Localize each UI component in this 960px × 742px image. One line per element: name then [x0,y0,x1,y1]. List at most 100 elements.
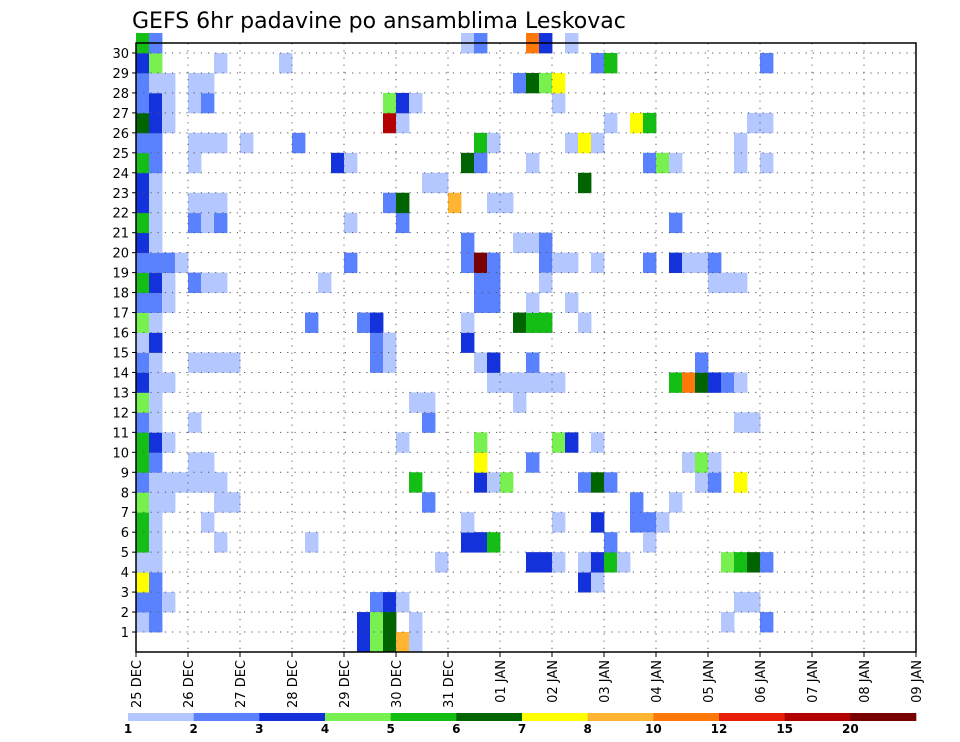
heatmap-cell [526,452,540,473]
heatmap-cell [136,172,150,194]
heatmap-cell [149,92,163,114]
heatmap-cell [188,132,202,154]
heatmap-cell [526,152,540,174]
heatmap-cell [721,272,735,293]
heatmap-cell [149,72,163,94]
heatmap-cell [370,612,384,633]
heatmap-cell [461,232,475,254]
heatmap-cell [136,152,150,174]
heatmap-cell [214,532,228,553]
heatmap-cell [383,112,397,134]
heatmap-cell [149,212,163,234]
y-tick-label: 17 [112,307,129,322]
heatmap-cell [136,352,150,373]
heatmap-cell [370,352,384,373]
heatmap-cell [279,52,293,74]
heatmap-cell [162,92,176,114]
heatmap-cell [643,112,657,134]
legend-label: 7 [518,722,526,736]
x-tick-label: 04 JAN [650,660,665,703]
heatmap-cell [136,132,150,154]
x-tick-label: 26 DEC [182,660,197,708]
heatmap-cell [578,472,592,493]
heatmap-cell [188,412,202,433]
heatmap-cell [383,592,397,613]
heatmap-cell [487,272,501,293]
heatmap-cell [578,132,592,154]
heatmap-cell [344,252,358,274]
heatmap-cell [708,252,722,274]
heatmap-cell [149,552,163,573]
heatmap-cell [474,152,488,174]
heatmap-cell [487,132,501,154]
heatmap-cell [149,492,163,513]
heatmap-cell [396,92,410,114]
heatmap-cell [695,472,709,493]
heatmap-cell [539,232,553,254]
heatmap-cell [162,72,176,94]
heatmap-cell [149,132,163,154]
heatmap-cell [162,272,176,293]
heatmap-cell [474,272,488,293]
heatmap-cell [136,212,150,234]
x-tick-label: 03 JAN [598,660,613,703]
y-tick-label: 18 [112,287,129,302]
heatmap-cell [760,612,774,633]
x-tick-label: 30 DEC [390,660,405,708]
y-tick-label: 4 [121,566,129,581]
legend-swatch [653,713,720,721]
heatmap-cell [578,552,592,573]
heatmap-cell [565,132,579,154]
y-tick-label: 7 [121,506,129,521]
heatmap-cell [461,312,475,333]
heatmap-cell [474,472,488,493]
legend-swatch [259,713,326,721]
legend-swatch [850,713,917,721]
heatmap-cell [149,112,163,134]
heatmap-cell [396,632,410,653]
y-tick-label: 19 [112,267,129,282]
heatmap-cell [162,472,176,493]
heatmap-cell [136,232,150,254]
heatmap-cell [552,432,566,453]
heatmap-cell [656,512,670,533]
heatmap-cell [526,232,540,254]
legend-swatch [390,713,457,721]
heatmap-cell [643,512,657,533]
x-tick-label: 28 DEC [286,660,301,708]
heatmap-cell [734,552,748,573]
heatmap-cell [461,152,475,174]
heatmap-cell [357,612,371,633]
heatmap-cell [136,272,150,293]
heatmap-cell [591,52,605,74]
heatmap-cell [513,372,527,393]
heatmap-cell [305,532,319,553]
heatmap-cell [149,152,163,174]
legend-swatch [193,713,260,721]
heatmap-cell [162,292,176,313]
heatmap-cell [500,372,514,393]
heatmap-cell [552,92,566,114]
heatmap-cell [630,492,644,513]
heatmap-cell [214,192,228,214]
heatmap-cell [474,292,488,313]
legend-label: 2 [189,722,197,736]
heatmap-cell [149,432,163,453]
heatmap-cell [487,372,501,393]
legend-swatch [587,713,654,721]
heatmap-cell [136,592,150,613]
heatmap-cell [526,552,540,573]
heatmap-cell [136,52,150,74]
heatmap-cell [149,592,163,613]
plot-frame [135,42,917,653]
heatmap-cell [708,472,722,493]
heatmap-cell [734,152,748,174]
heatmap-cell [643,252,657,274]
heatmap-cell [604,52,618,74]
heatmap-cell [747,552,761,573]
heatmap-cell [149,272,163,293]
heatmap-cell [149,312,163,333]
heatmap-cell [474,132,488,154]
heatmap-cell [539,552,553,573]
